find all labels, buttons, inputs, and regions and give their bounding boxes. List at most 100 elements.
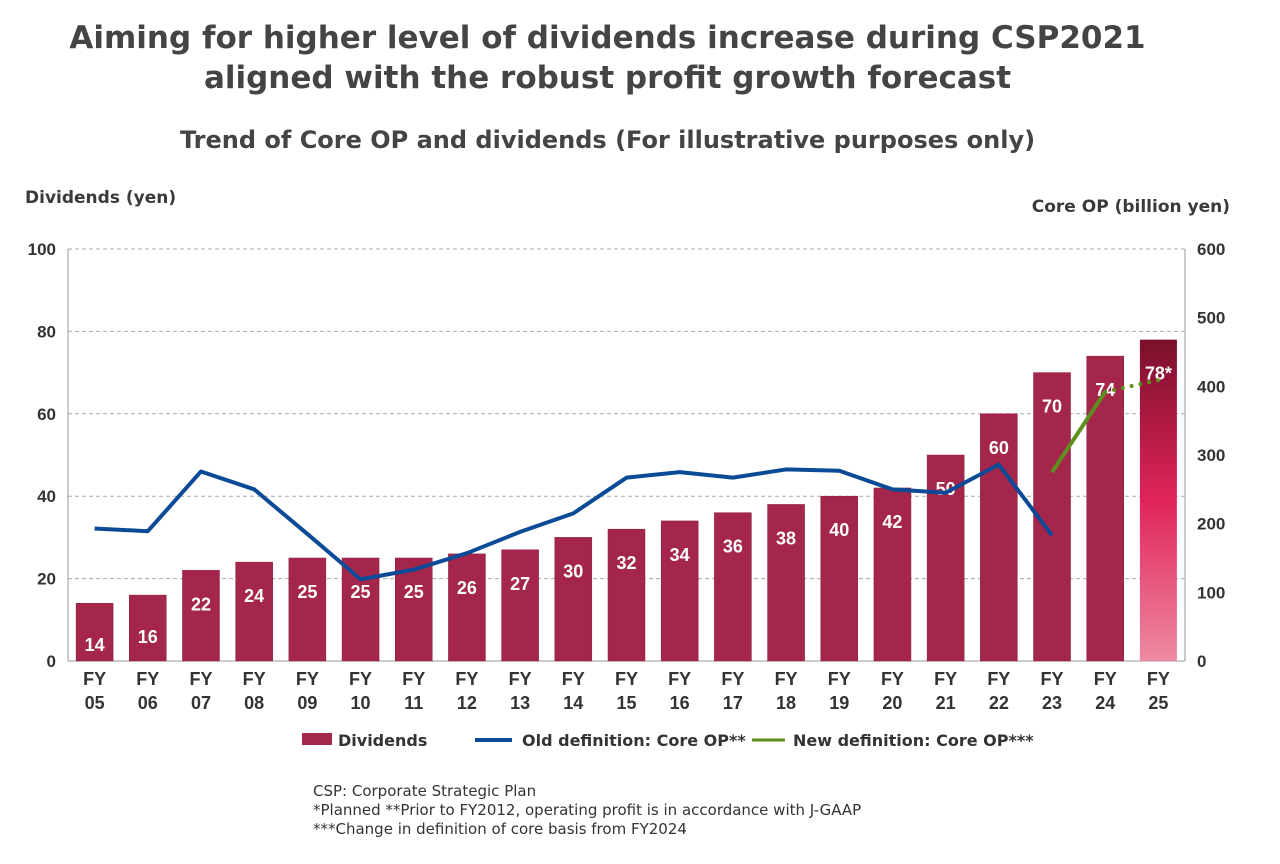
x-tick-label: FY (296, 669, 319, 689)
y2-tick-label: 400 (1197, 377, 1225, 396)
bar-dividends (235, 561, 273, 662)
x-tick-label: 19 (829, 693, 849, 713)
footnote: CSP: Corporate Strategic Plan (313, 782, 537, 800)
y-tick-label: 0 (47, 652, 56, 671)
y2-tick-label: 200 (1197, 515, 1225, 534)
footnotes: CSP: Corporate Strategic Plan *Planned *… (313, 782, 861, 839)
bar-dividends (607, 528, 646, 662)
bar-dividends (873, 487, 912, 662)
bar-dividends (554, 537, 593, 662)
x-tick-label: 13 (510, 693, 530, 713)
bar-data-label: 42 (882, 512, 902, 532)
x-tick-label: FY (721, 669, 744, 689)
bar-data-label: 24 (244, 586, 264, 606)
bar-data-label: 32 (616, 553, 636, 573)
bar-dividends (1139, 339, 1177, 661)
legend-label: Old definition: Core OP** (522, 731, 746, 750)
bar-data-label: 30 (563, 561, 583, 581)
x-tick-label: 23 (1042, 693, 1062, 713)
bar-data-label: 78* (1145, 364, 1172, 384)
bar-dividends (660, 520, 699, 662)
bar-data-label: 22 (191, 594, 211, 614)
x-tick-label: 21 (936, 693, 956, 713)
x-tick-label: 20 (882, 693, 902, 713)
line-new-core-op (1050, 390, 1107, 474)
chart-title: Trend of Core OP and dividends (For illu… (179, 126, 1036, 154)
legend-swatch-dividends (302, 733, 332, 745)
x-tick-label: 12 (457, 693, 477, 713)
y2-axis-label: Core OP (billion yen) (1031, 197, 1230, 217)
bar-dividends (501, 549, 539, 662)
x-tick-label: FY (189, 669, 212, 689)
x-tick-label: 07 (191, 693, 211, 713)
bar-data-label: 25 (297, 582, 317, 602)
bar-dividends (288, 557, 327, 662)
line-new-core-op-forecast (1103, 378, 1161, 394)
x-tick-label: 05 (85, 693, 105, 713)
x-tick-label: FY (1147, 669, 1170, 689)
x-tick-label: 09 (297, 693, 317, 713)
x-tick-label: 10 (351, 693, 371, 713)
x-tick-label: FY (509, 669, 532, 689)
y2-tick-label: 100 (1197, 583, 1225, 602)
x-tick-label: FY (83, 669, 106, 689)
x-tick-label: 18 (776, 693, 796, 713)
bar-data-label: 38 (776, 528, 796, 548)
bar-dividends (1086, 355, 1124, 662)
x-tick-label: 17 (723, 693, 743, 713)
line-old-core-op (94, 462, 1054, 582)
bar-dividends (448, 553, 486, 662)
bar-dividends (394, 557, 433, 662)
x-tick-label: FY (136, 669, 159, 689)
main-title: Aiming for higher level of dividends inc… (0, 18, 1215, 98)
x-tick-label: 14 (563, 693, 583, 713)
bar-dividends (129, 594, 167, 662)
y-axis-label: Dividends (yen) (25, 188, 177, 208)
y2-tick-label: 0 (1197, 652, 1206, 671)
bar-data-label: 25 (404, 582, 424, 602)
x-tick-label: 08 (244, 693, 264, 713)
x-tick-label: FY (668, 669, 691, 689)
bar-data-label: 70 (1042, 397, 1062, 417)
y2-tick-label: 500 (1197, 309, 1225, 328)
y-tick-label: 100 (28, 240, 56, 259)
bar-data-label: 27 (510, 574, 530, 594)
x-tick-label: 16 (670, 693, 690, 713)
x-tick-label: FY (775, 669, 798, 689)
bar-data-label: 26 (457, 578, 477, 598)
x-tick-label: 25 (1148, 693, 1168, 713)
x-tick-label: FY (1041, 669, 1064, 689)
bar-data-label: 14 (85, 635, 105, 655)
x-tick-label: 24 (1095, 693, 1115, 713)
y2-tick-label: 300 (1197, 446, 1225, 465)
bar-dividends (926, 454, 965, 662)
x-tick-label: FY (987, 669, 1010, 689)
bar-dividends (75, 603, 114, 662)
legend-label: Dividends (338, 731, 427, 750)
bar-dividends (980, 413, 1018, 662)
x-tick-label: 22 (989, 693, 1009, 713)
bar-data-label: 60 (989, 438, 1009, 458)
x-tick-label: FY (934, 669, 957, 689)
x-tick-label: FY (349, 669, 372, 689)
bar-data-label: 34 (670, 545, 690, 565)
x-tick-label: FY (828, 669, 851, 689)
bar-data-label: 40 (829, 520, 849, 540)
bar-dividends (341, 557, 380, 662)
footnote: *Planned **Prior to FY2012, operating pr… (313, 801, 862, 819)
bar-dividends (767, 504, 805, 662)
y-tick-label: 60 (37, 405, 56, 424)
x-tick-label: 11 (404, 693, 423, 713)
x-tick-label: 15 (616, 693, 636, 713)
x-tick-label: FY (615, 669, 638, 689)
bar-dividends (820, 495, 859, 662)
y-tick-label: 40 (37, 487, 56, 506)
bar-dividends (182, 570, 220, 662)
x-tick-label: FY (881, 669, 904, 689)
bar-data-label: 36 (723, 537, 743, 557)
bar-data-label: 25 (351, 582, 371, 602)
y-tick-label: 80 (37, 322, 56, 341)
bar-dividends (714, 512, 752, 662)
bar-data-label: 16 (138, 627, 158, 647)
